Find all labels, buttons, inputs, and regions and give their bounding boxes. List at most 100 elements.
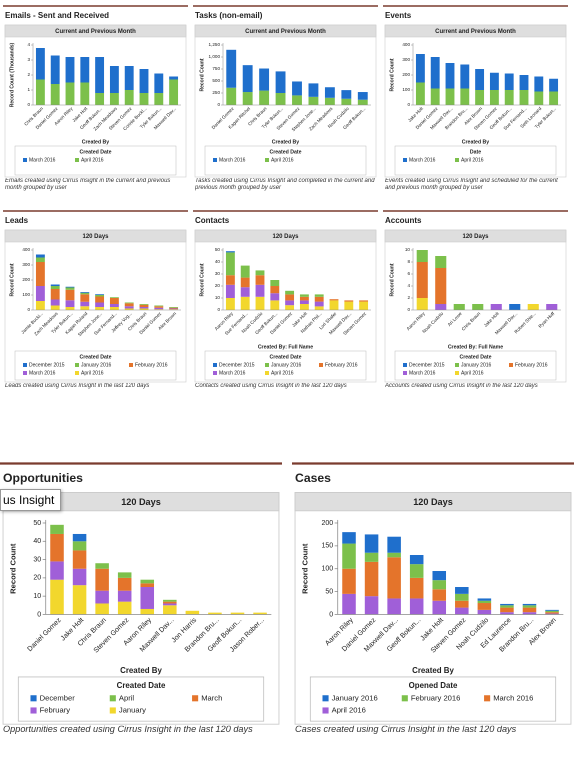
y-tick-label: 100 [22,292,30,297]
bar-segment [169,79,179,105]
legend-label: April 2016 [332,705,366,714]
bar-segment [259,90,270,105]
legend-box [394,350,557,381]
bar-segment [72,568,87,586]
y-tick-label: 300 [22,262,30,267]
caption-box: Cases created using Cirrus Insight in th… [295,726,516,735]
bar-segment [341,98,352,105]
bar-segment [324,87,335,98]
bar-segment [226,87,237,105]
bar-segment [109,307,119,310]
y-tick-label: 0 [217,102,220,107]
bar-segment [545,609,559,611]
bar-segment [117,601,132,615]
caption: Leads created using Cirrus Insight in th… [5,383,150,389]
chart-subtitle: 120 Days [121,497,161,507]
panel-title: Leads [5,216,29,225]
bar-segment [445,63,455,89]
bar-segment [522,607,537,613]
legend-swatch [109,695,116,702]
y-axis-label: Record Count [389,263,395,296]
dashboard-panel: Emails - Sent and Received Current and Pr… [3,5,188,209]
chart-subtitle: 120 Days [413,497,453,507]
legend-swatch [509,363,513,367]
y-tick-label: 0 [37,611,41,618]
bar-segment [455,593,469,601]
bar-segment [230,612,245,615]
bar-segment [519,90,529,105]
bar-segment [357,99,368,105]
bar-segment [140,608,155,615]
legend-box [14,350,177,381]
bar-segment [240,265,250,278]
bar-segment [314,301,324,307]
bar-segment [242,65,253,93]
bar-segment [35,79,45,105]
chart-header [194,229,377,243]
bar-segment [453,304,465,310]
y-tick-label: 10 [405,247,411,252]
bar-segment [255,296,265,310]
y-axis-label: Record Count [389,58,395,91]
y-tick-label: 20 [33,575,41,582]
legend-label: March [201,693,222,702]
y-tick-label: 750 [212,66,220,71]
legend-title: Created Date [459,354,491,360]
bar-segment [409,555,424,565]
chart-header [194,24,377,38]
bar-segment [430,57,440,89]
bar-segment [139,307,149,309]
legend-swatch [75,363,79,367]
y-tick-label: 30 [215,271,221,276]
legend-swatch [265,371,269,375]
legend-label: December 2015 [29,362,65,368]
legend-label: April 2016 [81,370,104,376]
bar-segment [357,92,368,100]
bar-segment [169,307,179,309]
bar-segment [299,294,309,297]
chart: Leads 120 Days Record Count 0 100 200 300 400 Ja… [3,210,188,389]
bar-segment [72,533,87,542]
y-tick-label: 1,250 [209,42,221,47]
caption-box: Emails created using Cirrus Insight in t… [5,178,170,191]
bar-segment [534,91,544,105]
legend-box [204,350,367,381]
bar-segment [80,306,90,310]
bar-segment [225,251,235,253]
bar-segment [342,543,356,569]
y-tick-label: 20 [215,283,221,288]
legend-swatch [23,158,27,162]
legend-swatch [455,158,459,162]
bar-segment [364,534,379,553]
bar-segment [416,250,428,262]
chart: Contacts 120 Days Record Count 0 10 20 30 40 50 A… [193,210,378,389]
bar-segment [50,533,64,562]
bar-segment [522,612,537,615]
bar-segment [65,300,75,307]
bar-segment [292,81,302,96]
bar-segment [475,69,485,90]
legend-swatch [213,158,217,162]
y-tick-label: 1 [27,87,30,92]
bar-segment [500,607,514,613]
bar-segment [259,68,270,91]
bar-segment [226,49,237,88]
y-tick-label: 50 [33,520,41,527]
bar-segment [409,564,424,578]
bar-segment [50,305,60,310]
legend-swatch [213,371,217,375]
bar-segment [50,524,64,534]
bar-segment [416,262,428,298]
bar-segment [225,284,235,298]
legend-box [14,145,177,176]
bar-segment [72,541,87,551]
bar-segment [109,93,119,105]
bar-segment [50,284,60,286]
bar-segment [117,572,132,578]
bar-segment [65,286,75,288]
panel-title: Tasks (non-email) [195,11,263,20]
bar-segment [253,612,267,615]
bar-segment [285,294,295,301]
bar-segment [314,306,324,310]
